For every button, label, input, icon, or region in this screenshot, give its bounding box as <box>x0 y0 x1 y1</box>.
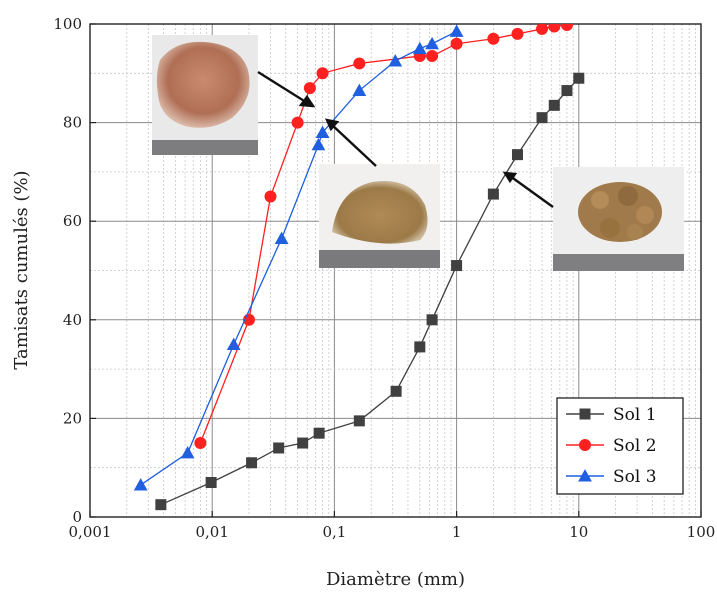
plot-frame <box>89 23 702 518</box>
x-tick-label: 1 <box>452 523 462 541</box>
photo-sol-2 <box>152 35 258 155</box>
data-point <box>560 24 573 31</box>
photo-sol-3 <box>319 164 440 268</box>
data-point <box>548 99 560 111</box>
legend-marker <box>578 469 592 482</box>
photo-sol-1 <box>553 167 684 271</box>
data-point <box>536 24 549 35</box>
data-point <box>194 437 207 450</box>
y-axis-title: Tamisats cumulés (%) <box>11 170 32 369</box>
arrowhead-sol-2 <box>298 94 316 108</box>
data-point <box>155 499 167 511</box>
data-point <box>133 478 148 491</box>
data-point <box>180 446 195 459</box>
data-point <box>291 116 304 129</box>
legend-marker <box>579 408 591 420</box>
data-point <box>414 341 426 353</box>
arrow-sol-1 <box>509 175 554 208</box>
series-layer <box>133 24 585 511</box>
x-tick-label: 100 <box>687 523 716 541</box>
x-tick-label: 0,001 <box>69 523 112 541</box>
data-point <box>297 437 309 449</box>
data-point <box>426 50 439 63</box>
data-point <box>449 24 464 37</box>
data-point <box>246 457 258 469</box>
data-point <box>412 41 427 55</box>
data-point <box>390 385 402 397</box>
x-tick-label: 0,1 <box>322 523 346 541</box>
data-point <box>450 37 463 50</box>
data-point <box>388 54 403 67</box>
data-point <box>205 476 217 488</box>
legend-marker <box>579 439 591 451</box>
arrow-sol-3 <box>330 123 377 167</box>
data-point <box>303 82 316 95</box>
arrow-sol-2 <box>257 70 310 106</box>
x-axis-ticks: 0,001 0,01 0,1 1 10 100 <box>69 511 716 541</box>
data-point <box>511 149 523 161</box>
y-tick-label: 20 <box>63 409 82 427</box>
data-point <box>226 337 241 350</box>
data-point <box>352 83 367 97</box>
data-point <box>316 67 329 80</box>
legend: Sol 1 Sol 2 Sol 3 <box>556 397 684 495</box>
data-point <box>426 314 438 326</box>
y-axis-ticks: 0 20 40 60 80 100 <box>53 15 96 526</box>
y-tick-label: 0 <box>72 508 82 526</box>
data-point <box>274 231 289 244</box>
y-tick-label: 40 <box>63 311 82 329</box>
legend-label: Sol 1 <box>613 405 657 425</box>
y-tick-label: 100 <box>53 15 82 33</box>
data-point <box>425 36 439 50</box>
x-tick-label: 0,01 <box>195 523 228 541</box>
data-point <box>353 415 365 427</box>
x-tick-label: 10 <box>569 523 588 541</box>
annotation-arrows <box>257 70 554 208</box>
data-point <box>561 85 573 97</box>
data-point <box>487 188 499 200</box>
data-point <box>311 137 326 151</box>
arrowhead-sol-3 <box>324 118 340 132</box>
series-1 <box>155 72 585 511</box>
data-point <box>451 260 463 272</box>
data-point <box>264 190 277 203</box>
data-point <box>573 72 585 84</box>
series-3 <box>133 24 464 491</box>
y-tick-label: 80 <box>63 114 82 132</box>
x-axis-title: Diamètre (mm) <box>326 569 465 590</box>
arrowhead-sol-1 <box>502 171 518 184</box>
data-point <box>353 57 366 70</box>
data-point <box>511 27 524 40</box>
data-point <box>315 125 330 138</box>
series-2 <box>194 24 573 450</box>
data-point <box>536 112 548 124</box>
legend-label: Sol 2 <box>613 436 657 456</box>
data-point <box>548 24 561 33</box>
legend-label: Sol 3 <box>613 467 657 487</box>
data-point <box>273 442 285 454</box>
data-point <box>313 427 325 439</box>
y-tick-label: 60 <box>63 212 82 230</box>
data-point <box>487 32 500 45</box>
